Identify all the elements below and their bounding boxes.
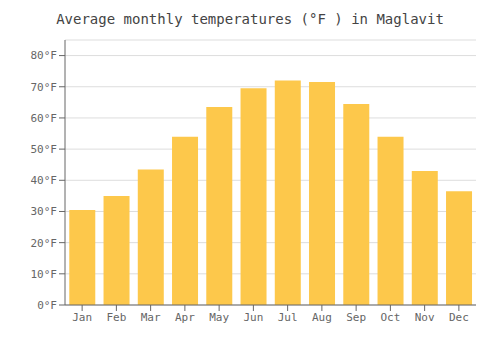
svg-text:Apr: Apr	[175, 311, 195, 324]
svg-text:Sep: Sep	[346, 311, 366, 324]
svg-text:May: May	[209, 311, 229, 324]
svg-text:Jun: Jun	[243, 311, 263, 324]
svg-text:Mar: Mar	[141, 311, 161, 324]
svg-text:Dec: Dec	[449, 311, 469, 324]
html-text:Average monthly temperatures (: Average monthly temperatures (°F ) in Ma…	[56, 11, 444, 27]
svg-text:10°F: 10°F	[31, 268, 58, 281]
svg-text:40°F: 40°F	[31, 174, 58, 187]
svg-text:Nov: Nov	[415, 311, 435, 324]
svg-text:70°F: 70°F	[31, 81, 58, 94]
svg-text:80°F: 80°F	[31, 49, 58, 62]
svg-text:Feb: Feb	[106, 311, 126, 324]
svg-text:50°F: 50°F	[31, 143, 58, 156]
svg-text:20°F: 20°F	[31, 237, 58, 250]
svg-text:Oct: Oct	[380, 311, 400, 324]
svg-text:60°F: 60°F	[31, 112, 58, 125]
svg-text:Aug: Aug	[312, 311, 332, 324]
svg-text:Jul: Jul	[278, 311, 298, 324]
svg-text:Jan: Jan	[72, 311, 92, 324]
svg-text:30°F: 30°F	[31, 205, 58, 218]
svg-text:0°F: 0°F	[37, 299, 57, 312]
